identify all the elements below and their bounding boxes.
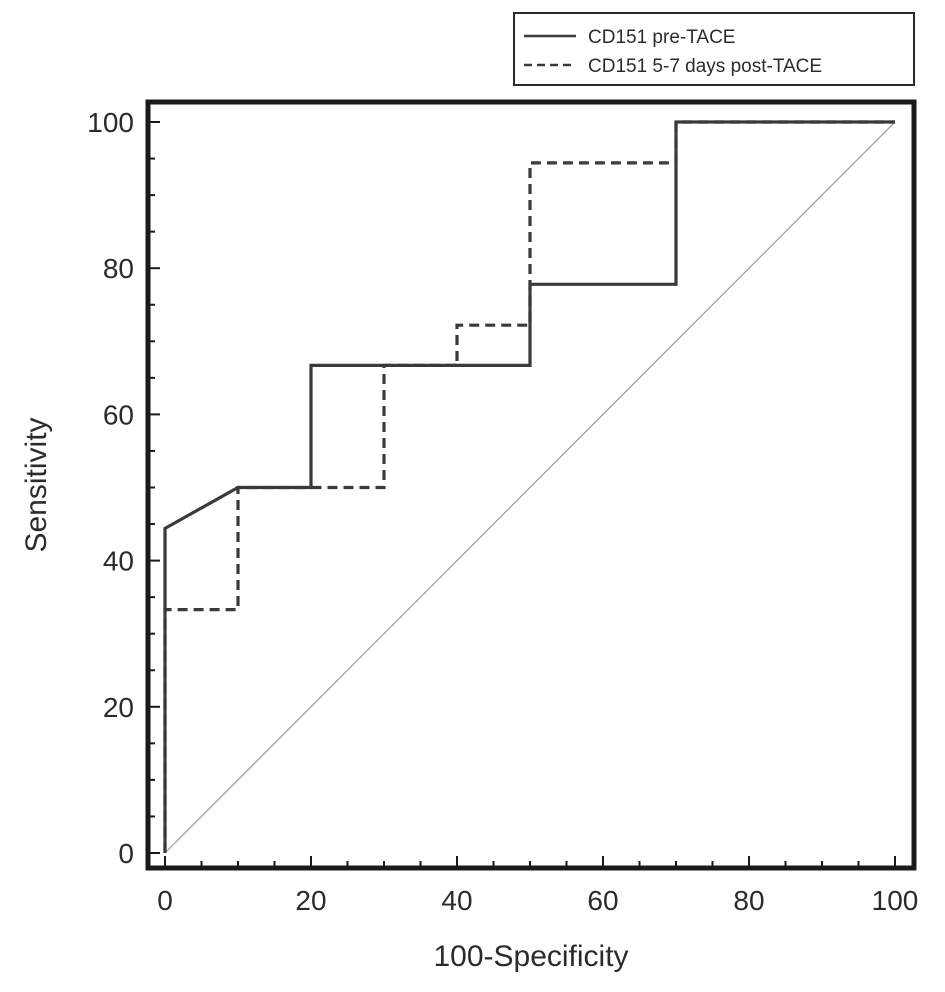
y-tick-label: 80 xyxy=(103,253,134,284)
legend-label-post-tace: CD151 5-7 days post-TACE xyxy=(588,56,822,77)
x-axis-ticks: 0 20 40 60 80 100 xyxy=(157,856,918,916)
x-tick-label: 20 xyxy=(295,885,326,916)
y-axis-title: Sensitivity xyxy=(20,417,53,552)
y-axis-ticks: 0 20 40 60 80 100 xyxy=(87,107,160,869)
y-tick-label: 0 xyxy=(118,838,134,869)
x-tick-label: 80 xyxy=(733,885,764,916)
series-line-pre-tace xyxy=(163,120,895,853)
y-tick-label: 40 xyxy=(103,546,134,577)
series-layer xyxy=(163,120,895,853)
x-tick-label: 40 xyxy=(441,885,472,916)
x-tick-label: 60 xyxy=(587,885,618,916)
y-tick-label: 60 xyxy=(103,399,134,430)
reference-diagonal-line xyxy=(164,121,896,854)
y-tick-label: 100 xyxy=(87,107,134,138)
legend: CD151 pre-TACE CD151 5-7 days post-TACE xyxy=(513,12,915,86)
x-axis-title: 100-Specificity xyxy=(433,940,628,973)
y-tick-label: 20 xyxy=(103,692,134,723)
legend-label-pre-tace: CD151 pre-TACE xyxy=(588,27,735,48)
legend-box xyxy=(513,12,915,86)
x-tick-label: 100 xyxy=(872,885,919,916)
x-tick-label: 0 xyxy=(157,885,173,916)
